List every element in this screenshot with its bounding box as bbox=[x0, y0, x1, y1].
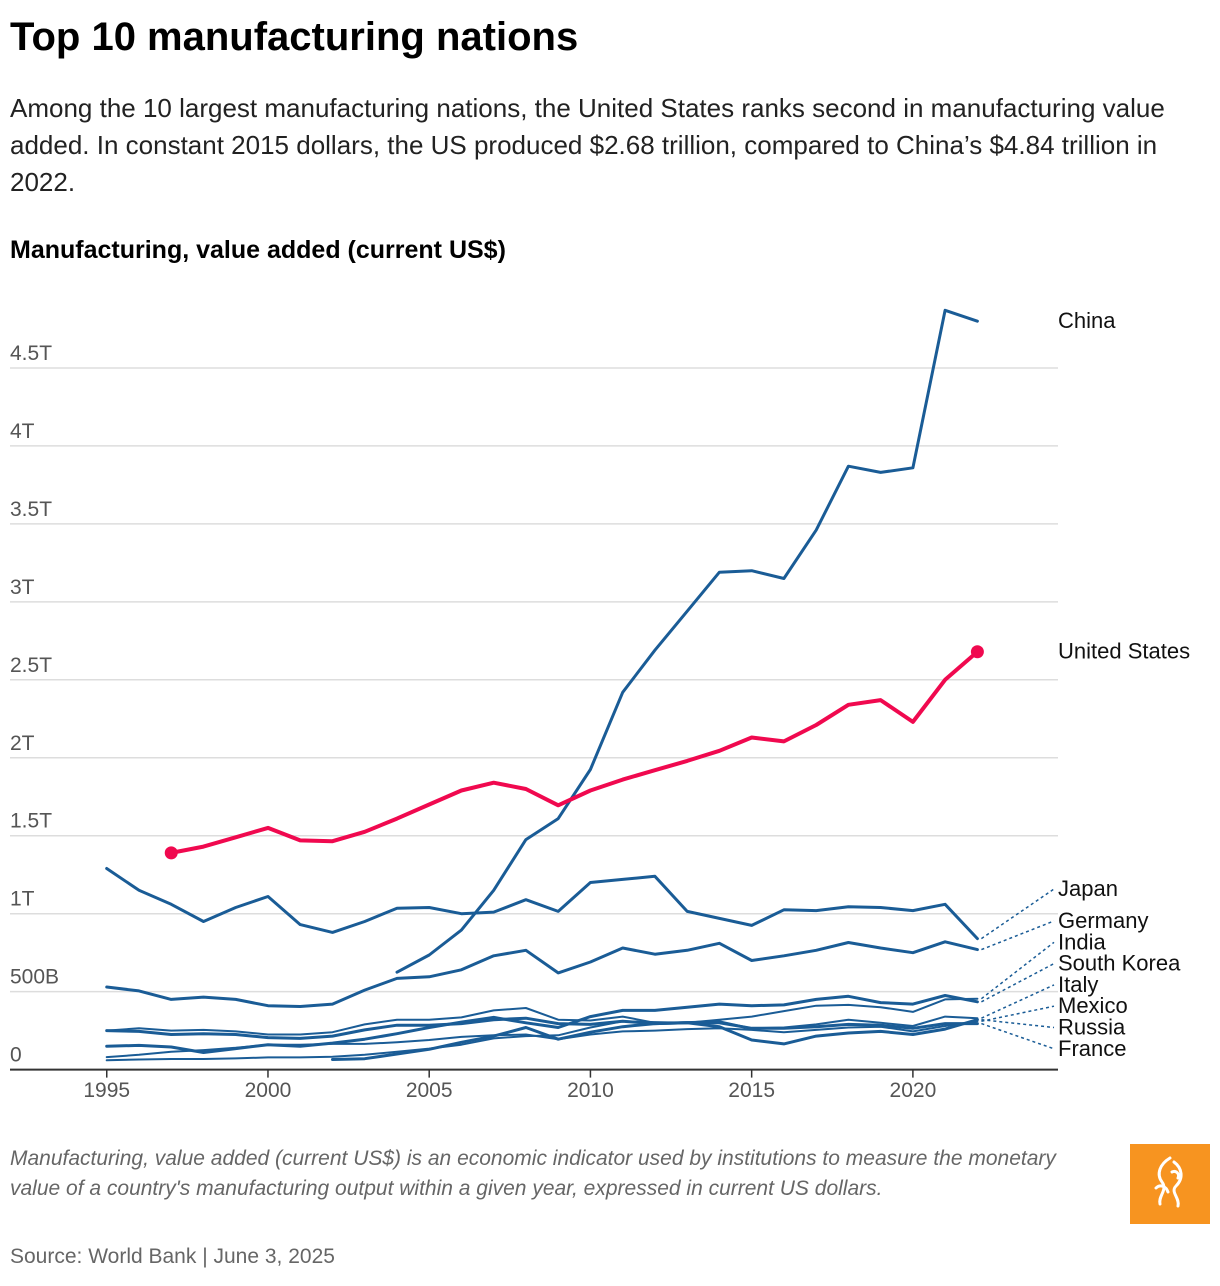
series-line-germany bbox=[105, 940, 979, 1008]
label-connector bbox=[981, 962, 1055, 1003]
series-label: Mexico bbox=[1058, 993, 1128, 1018]
y-tick-label: 500B bbox=[10, 966, 59, 989]
line-chart: 0 500B 1T 1.5T 2T 2.5T 3T 3.5T 4T 4.5T 1995 2000 20… bbox=[10, 308, 1190, 1102]
series-label: South Korea bbox=[1058, 951, 1181, 976]
y-tick-label: 2.5T bbox=[10, 654, 52, 677]
label-connector bbox=[981, 920, 1055, 951]
series-label: United States bbox=[1058, 639, 1190, 664]
series-label: Russia bbox=[1058, 1015, 1126, 1040]
label-connector bbox=[980, 888, 1055, 940]
series-line-mexico bbox=[105, 1020, 979, 1059]
series-label: China bbox=[1058, 308, 1116, 333]
series-end-dot-united-states bbox=[970, 645, 984, 659]
series-line-italy bbox=[105, 1007, 979, 1036]
series-start-dot-united-states bbox=[164, 846, 178, 860]
y-tick-label: 1T bbox=[10, 888, 35, 911]
al-jazeera-logo-icon bbox=[1130, 1144, 1210, 1224]
x-tick-label: 2020 bbox=[890, 1079, 937, 1102]
source-line: Source: World Bank | June 3, 2025 bbox=[10, 1245, 335, 1268]
series-label: Italy bbox=[1058, 972, 1098, 997]
page-title: Top 10 manufacturing nations bbox=[10, 15, 579, 59]
y-tick-label: 0 bbox=[10, 1044, 22, 1067]
y-tick-label: 3.5T bbox=[10, 498, 52, 521]
x-tick-label: 2005 bbox=[406, 1079, 453, 1102]
series-line-united-states bbox=[169, 649, 980, 855]
series-line-china bbox=[395, 308, 979, 974]
x-axis-ticks: 1995 2000 2005 2010 2015 2020 bbox=[83, 1069, 937, 1102]
y-tick-label: 3T bbox=[10, 576, 35, 599]
series-label: Japan bbox=[1058, 876, 1118, 901]
x-tick-label: 2010 bbox=[567, 1079, 614, 1102]
series-label: Germany bbox=[1058, 908, 1148, 933]
series-labels: China United States Japan GermanyIndiaSouth… bbox=[1058, 308, 1190, 1061]
page-subtitle: Among the 10 largest manufacturing natio… bbox=[10, 93, 1165, 197]
series-line-france bbox=[105, 1016, 979, 1040]
footnote: Manufacturing, value added (current US$)… bbox=[10, 1147, 1056, 1200]
label-connector bbox=[981, 1022, 1055, 1050]
label-connectors bbox=[980, 888, 1055, 1050]
series-line-japan bbox=[105, 867, 979, 941]
series-lines bbox=[105, 308, 984, 1062]
x-tick-label: 2000 bbox=[245, 1079, 292, 1102]
label-connector bbox=[981, 984, 1055, 1019]
series-label: France bbox=[1058, 1036, 1126, 1061]
y-tick-label: 4.5T bbox=[10, 342, 52, 365]
label-connector bbox=[981, 1005, 1055, 1023]
grid-lines bbox=[10, 367, 1058, 1071]
x-tick-label: 2015 bbox=[728, 1079, 775, 1102]
label-connector bbox=[981, 1018, 1055, 1029]
x-tick-label: 1995 bbox=[83, 1079, 130, 1102]
y-axis-ticks: 0 500B 1T 1.5T 2T 2.5T 3T 3.5T 4T 4.5T bbox=[10, 342, 59, 1067]
series-label: India bbox=[1058, 929, 1106, 954]
chart-title: Manufacturing, value added (current US$) bbox=[10, 236, 506, 264]
y-tick-label: 4T bbox=[10, 420, 35, 443]
y-tick-label: 2T bbox=[10, 732, 35, 755]
y-tick-label: 1.5T bbox=[10, 810, 52, 833]
series-line-india bbox=[105, 997, 979, 1062]
